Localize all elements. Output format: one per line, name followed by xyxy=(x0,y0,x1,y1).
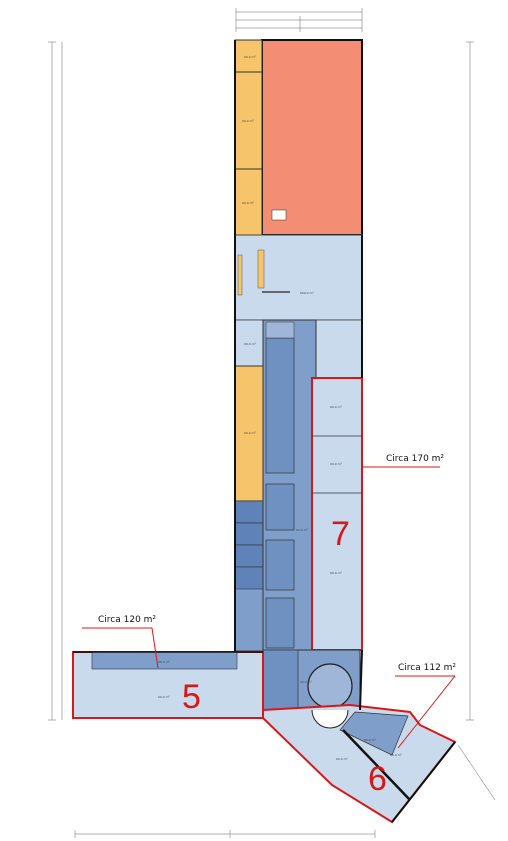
stair-landing xyxy=(265,321,295,339)
restroom-1 xyxy=(234,500,264,524)
restroom-4 xyxy=(234,566,264,590)
unit-6-outer-wall xyxy=(391,741,456,823)
svg-text:00.0 m²: 00.0 m² xyxy=(330,571,343,575)
room-area-labels: 00.0 m² 00.0 m² 00.0 m² 000.0 m² 00.0 m²… xyxy=(158,55,403,761)
entry-block xyxy=(262,649,299,711)
svg-text:00.0 m²: 00.0 m² xyxy=(244,342,257,346)
outer-walls xyxy=(234,40,363,711)
svg-text:00.0 m²: 00.0 m² xyxy=(158,695,171,699)
svg-text:00.0 m²: 00.0 m² xyxy=(244,55,257,59)
unit-7-number: 7 xyxy=(331,515,350,553)
svg-text:00.0 m²: 00.0 m² xyxy=(242,201,255,205)
svg-text:00.0 m²: 00.0 m² xyxy=(158,660,171,664)
corridor-room-3 xyxy=(265,539,295,591)
unit-7-area-label: Circa 170 m² xyxy=(386,454,445,464)
corridor-room-4 xyxy=(265,597,295,649)
svg-text:000.0 m²: 000.0 m² xyxy=(300,291,314,295)
svg-text:00.0 m²: 00.0 m² xyxy=(390,753,403,757)
small-room-west xyxy=(234,319,264,367)
svg-text:00.0 m²: 00.0 m² xyxy=(300,680,313,684)
unit-6-inner-room xyxy=(339,711,409,756)
hall-shelf xyxy=(237,254,243,296)
unit-7-area xyxy=(311,377,363,651)
warehouse-room xyxy=(261,39,363,236)
unit-5-number: 5 xyxy=(182,678,201,716)
svg-text:00.0 m²: 00.0 m² xyxy=(330,462,343,466)
svg-text:00.0 m²: 00.0 m² xyxy=(336,757,349,761)
callout-leaders xyxy=(82,466,456,749)
svg-text:00.0 m²: 00.0 m² xyxy=(244,431,257,435)
office-room-north-2 xyxy=(234,71,263,170)
unit-6-area-label: Circa 112 m² xyxy=(398,663,457,673)
svg-text:00.0 m²: 00.0 m² xyxy=(242,119,255,123)
restroom-2 xyxy=(234,522,264,546)
hall-counter xyxy=(257,249,265,289)
corridor-room-1 xyxy=(265,337,295,474)
unit-6-wall xyxy=(342,729,411,801)
unit-5-area-label: Circa 120 m² xyxy=(98,615,157,625)
unit-6-arc xyxy=(311,709,349,729)
corridor-room-2 xyxy=(265,483,295,531)
warehouse-fixture xyxy=(271,209,287,221)
svg-text:00.0 m²: 00.0 m² xyxy=(364,738,377,742)
svg-text:00.0 m²: 00.0 m² xyxy=(330,405,343,409)
hall-extension xyxy=(315,319,363,379)
unit-6-number: 6 xyxy=(368,760,387,798)
rotunda xyxy=(307,663,353,709)
main-hall xyxy=(234,234,363,321)
svg-text:00.0 m²: 00.0 m² xyxy=(296,528,309,532)
office-room-north-3 xyxy=(234,168,263,236)
restroom-3 xyxy=(234,544,264,568)
